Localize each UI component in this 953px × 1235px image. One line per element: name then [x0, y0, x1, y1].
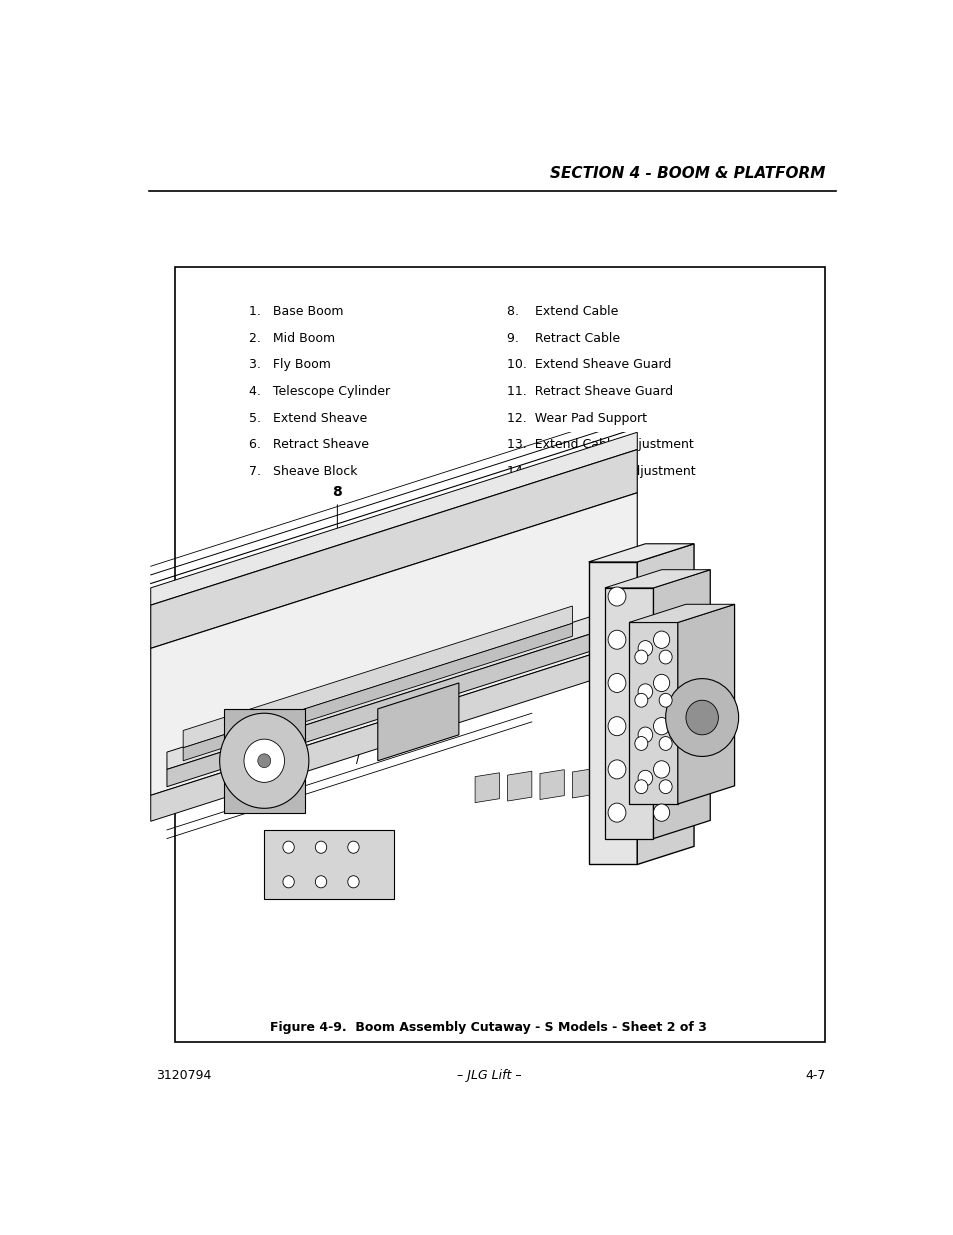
Polygon shape	[637, 543, 693, 864]
Circle shape	[653, 718, 669, 735]
Circle shape	[219, 714, 309, 809]
Circle shape	[659, 779, 672, 794]
Text: 10: 10	[455, 513, 474, 526]
Polygon shape	[183, 606, 572, 747]
Polygon shape	[377, 683, 458, 761]
Circle shape	[283, 841, 294, 853]
Polygon shape	[475, 773, 498, 803]
Circle shape	[685, 700, 718, 735]
Circle shape	[607, 630, 625, 650]
Circle shape	[634, 779, 647, 794]
Circle shape	[653, 674, 669, 692]
Polygon shape	[629, 604, 734, 622]
Circle shape	[638, 641, 652, 656]
Circle shape	[607, 673, 625, 693]
Text: SECTION 4 - BOOM & PLATFORM: SECTION 4 - BOOM & PLATFORM	[549, 167, 824, 182]
Circle shape	[653, 761, 669, 778]
Text: Figure 4-9.  Boom Assembly Cutaway - S Models - Sheet 2 of 3: Figure 4-9. Boom Assembly Cutaway - S Mo…	[271, 1021, 706, 1035]
Polygon shape	[604, 588, 653, 839]
Circle shape	[607, 760, 625, 779]
Text: 3.   Fly Boom: 3. Fly Boom	[249, 358, 330, 372]
Circle shape	[315, 841, 326, 853]
Text: 14: 14	[350, 736, 369, 750]
Polygon shape	[151, 640, 637, 821]
Text: 1: 1	[483, 577, 494, 590]
Text: 6.   Retract Sheave: 6. Retract Sheave	[249, 438, 368, 451]
Text: 8: 8	[333, 485, 342, 499]
Polygon shape	[588, 543, 693, 562]
Circle shape	[257, 753, 271, 768]
Polygon shape	[167, 626, 612, 787]
Text: 12.  Wear Pad Support: 12. Wear Pad Support	[507, 411, 647, 425]
Circle shape	[315, 876, 326, 888]
Text: 11.  Retract Sheave Guard: 11. Retract Sheave Guard	[507, 385, 673, 398]
Polygon shape	[151, 450, 637, 648]
Circle shape	[638, 727, 652, 742]
Text: 3: 3	[612, 629, 621, 642]
Text: 1.   Base Boom: 1. Base Boom	[249, 305, 343, 319]
Text: 2: 2	[603, 587, 613, 600]
Text: 9.    Retract Cable: 9. Retract Cable	[507, 332, 619, 345]
Circle shape	[634, 693, 647, 708]
Text: 4.   Telescope Cylinder: 4. Telescope Cylinder	[249, 385, 390, 398]
Text: 8.    Extend Cable: 8. Extend Cable	[507, 305, 618, 319]
Polygon shape	[629, 622, 677, 804]
Circle shape	[653, 804, 669, 821]
Text: 7.   Sheave Block: 7. Sheave Block	[249, 464, 356, 478]
Circle shape	[283, 876, 294, 888]
Text: 4-7: 4-7	[804, 1068, 824, 1082]
Circle shape	[659, 650, 672, 664]
Circle shape	[607, 587, 625, 606]
Polygon shape	[677, 604, 734, 804]
Text: 5.   Extend Sheave: 5. Extend Sheave	[249, 411, 367, 425]
Polygon shape	[151, 493, 637, 795]
Circle shape	[607, 803, 625, 823]
Polygon shape	[572, 768, 596, 798]
Circle shape	[244, 739, 284, 783]
Polygon shape	[183, 624, 572, 761]
Polygon shape	[507, 771, 531, 802]
Circle shape	[607, 716, 625, 736]
Circle shape	[348, 841, 358, 853]
Circle shape	[634, 736, 647, 751]
Circle shape	[638, 771, 652, 785]
Text: – JLG Lift –: – JLG Lift –	[456, 1068, 520, 1082]
Text: 7: 7	[323, 711, 333, 726]
Circle shape	[659, 736, 672, 751]
Polygon shape	[167, 610, 612, 769]
Polygon shape	[223, 709, 304, 813]
Bar	[174, 267, 824, 1042]
Circle shape	[659, 693, 672, 708]
Text: 14.  Retract Cable Adjustment: 14. Retract Cable Adjustment	[507, 464, 696, 478]
Circle shape	[348, 876, 358, 888]
Circle shape	[653, 631, 669, 648]
Text: 3120794: 3120794	[156, 1068, 212, 1082]
Circle shape	[665, 679, 738, 756]
Polygon shape	[653, 569, 709, 839]
Text: 2.   Mid Boom: 2. Mid Boom	[249, 332, 335, 345]
Text: 10.  Extend Sheave Guard: 10. Extend Sheave Guard	[507, 358, 671, 372]
Text: 5: 5	[378, 542, 389, 557]
Polygon shape	[604, 569, 709, 588]
Polygon shape	[539, 769, 563, 799]
Circle shape	[638, 684, 652, 699]
Text: 13.  Extend Cable Adjustment: 13. Extend Cable Adjustment	[507, 438, 694, 451]
Polygon shape	[151, 432, 637, 605]
Polygon shape	[264, 830, 394, 899]
Circle shape	[634, 650, 647, 664]
Polygon shape	[588, 562, 637, 864]
